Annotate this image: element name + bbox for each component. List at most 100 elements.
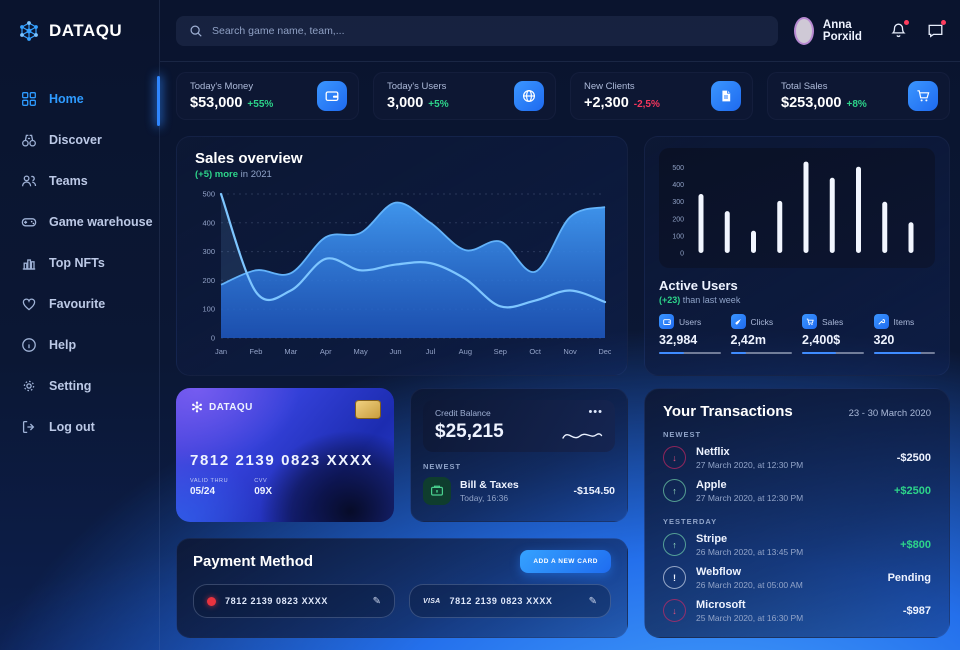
stat-value: +2,300 — [584, 95, 629, 111]
sparkline-wave-icon — [562, 433, 603, 439]
exclamation-icon: ! — [663, 566, 686, 589]
payment-card-mastercard[interactable]: 7812 2139 0823 XXXX ✎ — [193, 584, 395, 618]
x-tick-label: Sep — [494, 347, 507, 356]
stat-card-todays-money: Today's Money $53,000 +55% — [176, 72, 359, 120]
edit-pencil-icon[interactable]: ✎ — [588, 595, 597, 607]
credit-balance-label: Credit Balance — [435, 408, 491, 418]
balance-newest-item[interactable]: Bill & Taxes Today, 16:36 -$154.50 — [423, 477, 615, 505]
sidebar-item-setting[interactable]: Setting — [0, 365, 159, 406]
wrench-icon — [873, 314, 889, 329]
edit-pencil-icon[interactable]: ✎ — [372, 595, 381, 607]
y-tick-label: 300 — [672, 199, 684, 206]
logout-icon — [22, 420, 35, 433]
add-new-card-button[interactable]: ADD A NEW CARD — [520, 550, 611, 573]
card-number: 7812 2139 0823 XXXX — [190, 452, 374, 469]
progress-fill — [659, 352, 684, 354]
binoculars-icon — [22, 134, 36, 147]
arrow-down-icon: ↓ — [663, 599, 686, 622]
progress-fill — [730, 352, 746, 354]
sidebar-item-favourite[interactable]: Favourite — [0, 283, 159, 324]
credit-balance-box: Credit Balance $25,215 ••• — [423, 400, 615, 452]
transaction-row-webflow[interactable]: ! Webflow 26 March 2020, at 05:00 AM Pend… — [663, 561, 931, 594]
payment-cards: 7812 2139 0823 XXXX ✎ VISA 7812 2139 082… — [193, 584, 611, 618]
transactions-panel: Your Transactions 23 - 30 March 2020 NEW… — [644, 388, 950, 638]
x-tick-label: May — [354, 347, 368, 356]
x-tick-label: Feb — [249, 347, 262, 356]
valid-thru-value: 05/24 — [190, 486, 216, 497]
credit-balance-value: $25,215 — [435, 421, 504, 442]
payment-method-panel: Payment Method ADD A NEW CARD 7812 2139 … — [176, 538, 628, 638]
card-chip — [355, 400, 381, 419]
progress-fill — [873, 352, 922, 354]
stat-delta: +8% — [846, 99, 867, 110]
active-users-stats: Users 32,984 Clicks 2,42m — [659, 314, 935, 354]
lower-left-column: DATAQU 7812 2139 0823 XXXX VALID THRU 05… — [176, 388, 628, 638]
y-tick-label: 0 — [211, 334, 215, 343]
stat-card-todays-users: Today's Users 3,000 +5% — [373, 72, 556, 120]
gamepad-icon — [21, 217, 37, 226]
progress-track — [730, 352, 792, 354]
sidebar-item-game-warehouse[interactable]: Game warehouse — [0, 201, 159, 242]
messages-button[interactable] — [927, 20, 946, 39]
active-users-panel: 0 100 200 300 400 500 Active Users (+23) than… — [644, 136, 950, 376]
transactions-title: Your Transactions — [663, 403, 793, 420]
transaction-row-microsoft[interactable]: ↓ Microsoft 25 March 2020, at 16:30 PM -$… — [663, 594, 931, 627]
sidebar-item-log-out[interactable]: Log out — [0, 406, 159, 447]
sidebar-item-teams[interactable]: Teams — [0, 160, 159, 201]
y-tick-label: 200 — [202, 276, 215, 285]
avatar[interactable] — [794, 16, 814, 45]
more-options-icon[interactable]: ••• — [588, 406, 603, 418]
y-tick-label: 100 — [202, 305, 215, 314]
sidebar-item-label: Log out — [49, 419, 95, 434]
y-tick-label: 0 — [680, 251, 684, 258]
stat-delta: -2,5% — [633, 99, 660, 110]
cart-icon — [908, 81, 938, 111]
rocket-icon — [730, 314, 746, 329]
sidebar-item-label: Game warehouse — [49, 214, 153, 229]
transaction-row-netflix[interactable]: ↓ Netflix 27 March 2020, at 12:30 PM -$25… — [663, 441, 931, 474]
payment-card-visa[interactable]: VISA 7812 2139 0823 XXXX ✎ — [409, 584, 611, 618]
chat-icon — [928, 24, 943, 38]
y-tick-label: 400 — [202, 218, 215, 227]
arrow-up-icon: ↑ — [663, 533, 686, 556]
transaction-amount: Pending — [887, 571, 931, 584]
brand-logo: DATAQU — [0, 0, 159, 62]
top-header: Anna Porxild — [160, 0, 960, 62]
payment-method-title: Payment Method — [193, 553, 314, 570]
lower-row: DATAQU 7812 2139 0823 XXXX VALID THRU 05… — [176, 388, 950, 638]
notifications-button[interactable] — [890, 20, 909, 39]
active-users-title: Active Users — [659, 278, 738, 293]
sidebar-item-help[interactable]: Help — [0, 324, 159, 365]
arrow-down-icon: ↓ — [663, 446, 686, 469]
x-tick-label: Jan — [215, 347, 227, 356]
x-tick-label: Nov — [563, 347, 577, 356]
stat-delta: +55% — [247, 99, 274, 110]
stat-value: 3,000 — [387, 95, 424, 111]
stat-card-total-sales: Total Sales $253,000 +8% — [767, 72, 950, 120]
globe-icon — [514, 81, 544, 111]
credit-card: DATAQU 7812 2139 0823 XXXX VALID THRU 05… — [176, 388, 394, 522]
stat-value: $53,000 — [190, 95, 243, 111]
x-tick-label: Mar — [284, 347, 297, 356]
active-nav-indicator — [157, 76, 160, 126]
bell-icon — [891, 23, 906, 38]
stat-label: Total Sales — [781, 81, 828, 92]
au-stat-clicks: Clicks 2,42m — [730, 314, 792, 354]
bill-icon — [423, 477, 451, 505]
transaction-amount: +$2500 — [893, 484, 931, 497]
active-users-bars-box: 0 100 200 300 400 500 — [659, 148, 935, 268]
sidebar-item-discover[interactable]: Discover — [0, 119, 159, 160]
y-tick-label: 100 — [672, 233, 684, 240]
stat-label: Today's Users — [387, 81, 447, 92]
transaction-row-apple[interactable]: ↑ Apple 27 March 2020, at 12:30 PM +$2500 — [663, 474, 931, 507]
y-tick-label: 400 — [672, 182, 684, 189]
search-input[interactable] — [212, 24, 765, 37]
dashboard-content: Today's Money $53,000 +55% Today's Users … — [160, 62, 960, 650]
sidebar-item-top-nfts[interactable]: Top NFTs — [0, 242, 159, 283]
cart-icon — [802, 314, 817, 329]
transaction-row-stripe[interactable]: ↑ Stripe 26 March 2020, at 13:45 PM +$800 — [663, 528, 931, 561]
sidebar-item-label: Top NFTs — [49, 255, 105, 270]
y-tick-label: 500 — [672, 165, 684, 172]
sidebar-item-home[interactable]: Home — [0, 78, 159, 119]
arrow-up-icon: ↑ — [663, 479, 686, 502]
